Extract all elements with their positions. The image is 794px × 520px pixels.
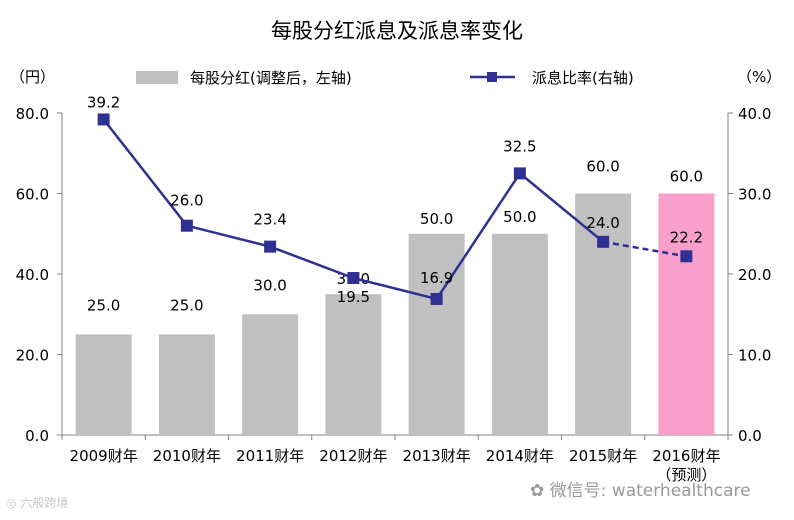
bar-value-label: 50.0 [503,208,536,226]
bar [242,314,299,435]
right-axis-unit: （%） [737,68,781,86]
line-value-label: 19.5 [337,288,370,306]
legend-bar-label: 每股分红(调整后，左轴) [190,69,352,87]
wechat-icon: ✿ [530,481,545,501]
line-value-label: 22.2 [670,228,703,246]
legend-bar-swatch [136,71,178,84]
left-tick-label: 80.0 [16,105,49,123]
bar-value-label: 60.0 [586,158,619,176]
bar-value-label: 60.0 [670,168,703,186]
x-tick-label: 2013财年 [403,447,471,465]
logo-icon: ◎ [6,496,17,510]
bar [575,193,632,435]
left-tick-label: 40.0 [16,266,49,284]
x-tick-label: 2010财年 [153,447,221,465]
x-tick-label: 2016财年 [652,447,720,465]
line-value-label: 23.4 [253,211,286,229]
bar [158,334,215,435]
line-marker [513,167,526,180]
line-marker [430,292,443,305]
left-tick-label: 60.0 [16,186,49,204]
left-tick-label: 0.0 [25,427,49,445]
bar [491,233,548,435]
bar [408,233,465,435]
bar [658,193,715,435]
line-marker [680,250,693,263]
line-marker [597,235,610,248]
x-tick-label: 2012财年 [319,447,387,465]
legend-line-label: 派息比率(右轴) [532,69,634,87]
line-value-label: 16.9 [420,269,453,287]
right-tick-label: 30.0 [738,186,771,204]
bar [75,334,132,435]
line-value-label: 39.2 [87,93,120,111]
watermark-left-text: 六般跨境 [20,496,69,510]
line-value-label: 32.5 [503,137,536,155]
right-tick-label: 40.0 [738,105,771,123]
bar-value-label: 30.0 [253,276,286,294]
left-axis-unit: （円） [10,68,55,86]
legend: 每股分红(调整后，左轴) 派息比率(右轴) [136,69,634,87]
right-tick-label: 20.0 [738,266,771,284]
line-marker [347,272,360,285]
bar-value-label: 25.0 [170,296,203,314]
line-marker [180,219,193,232]
x-tick-label: 2009财年 [70,447,138,465]
right-tick-label: 10.0 [738,347,771,365]
watermark-right: ✿ 微信号: waterhealthcare [530,476,751,501]
x-tick-label: 2015财年 [569,447,637,465]
chart-title: 每股分红派息及派息率变化 [271,19,523,43]
bar-value-label: 25.0 [87,296,120,314]
line-value-label: 24.0 [586,214,619,232]
x-tick-sublabel: （预测） [656,466,716,484]
line-marker [264,240,277,253]
line-value-label: 26.0 [170,192,203,210]
plot-area: 0.0 20.0 40.0 60.0 80.0 0.0 10.0 20.0 30.0 40.0 25… [16,93,772,484]
bar-value-label: 50.0 [420,210,453,228]
x-tick-label: 2014财年 [486,447,554,465]
watermark-right-text: 微信号: waterhealthcare [549,481,751,501]
x-tick-label: 2011财年 [236,447,304,465]
line-marker [97,113,110,126]
legend-line-marker [487,72,497,82]
right-tick-label: 0.0 [738,427,762,445]
left-tick-label: 20.0 [16,347,49,365]
series-line-forecast [602,240,687,258]
bar [325,294,382,435]
watermark-left: ◎ 六般跨境 [6,494,68,511]
